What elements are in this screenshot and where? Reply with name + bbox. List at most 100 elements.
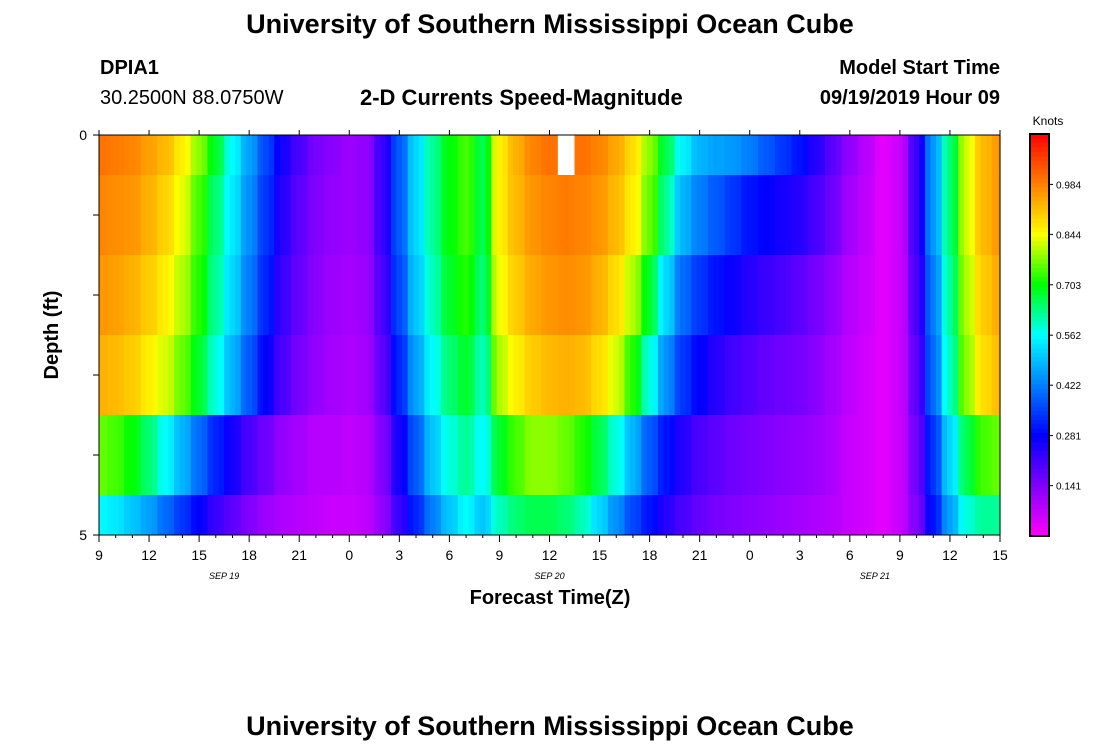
heatmap-cell — [869, 175, 876, 256]
colorbar-segment — [1030, 236, 1049, 242]
colorbar-segment — [1030, 272, 1049, 278]
x-tick-label: 12 — [141, 547, 157, 563]
heatmap-cell — [847, 135, 854, 176]
heatmap-cell — [530, 335, 537, 416]
heatmap-cell — [947, 135, 954, 176]
heatmap-cell — [107, 255, 114, 336]
heatmap-cell — [624, 415, 631, 496]
heatmap-cell — [285, 415, 292, 496]
heatmap-cell — [429, 495, 437, 536]
heatmap-cell — [201, 415, 209, 496]
heatmap-cell — [324, 135, 331, 176]
heatmap-cell — [980, 495, 987, 536]
heatmap-cell — [852, 255, 859, 336]
heatmap-cell — [752, 175, 759, 256]
colorbar-segment — [1030, 343, 1049, 349]
heatmap-cell — [708, 175, 715, 256]
heatmap-cell — [285, 175, 292, 256]
heatmap-cell — [974, 415, 982, 496]
heatmap-cell — [702, 175, 709, 256]
heatmap-cell — [346, 135, 353, 176]
heatmap-cell — [413, 415, 420, 496]
heatmap-cell — [652, 255, 659, 336]
heatmap-cell — [307, 495, 314, 536]
heatmap-cell — [129, 175, 136, 256]
heatmap-cell — [201, 495, 209, 536]
heatmap-cell — [513, 175, 520, 256]
heatmap-cell — [463, 135, 470, 176]
heatmap-cell — [129, 255, 136, 336]
heatmap-cell — [947, 335, 954, 416]
y-axis-label: Depth (ft) — [41, 291, 63, 380]
colorbar-segment — [1030, 518, 1049, 524]
colorbar-segment — [1030, 393, 1049, 399]
colorbar-segment — [1030, 522, 1049, 528]
heatmap-cell — [596, 175, 603, 256]
heatmap-cell — [101, 255, 108, 336]
x-tick-label: 15 — [592, 547, 608, 563]
heatmap-cell — [174, 135, 181, 176]
heatmap-cell — [491, 495, 498, 536]
heatmap-cell — [797, 175, 804, 256]
colorbar-segment — [1030, 451, 1049, 457]
heatmap-cell — [190, 415, 197, 496]
heatmap-cell — [213, 335, 220, 416]
heatmap-cell — [986, 415, 993, 496]
heatmap-cell — [607, 135, 615, 176]
heatmap-cell — [580, 135, 587, 176]
heatmap-cell — [340, 135, 348, 176]
heatmap-cell — [229, 135, 236, 176]
heatmap-cell — [307, 335, 314, 416]
heatmap-cell — [930, 255, 937, 336]
colorbar-segment — [1030, 370, 1049, 376]
x-tick-label: 21 — [692, 547, 708, 563]
colorbar-segment — [1030, 428, 1049, 434]
heatmap-cell — [719, 255, 726, 336]
colorbar-segment — [1030, 232, 1049, 238]
heatmap-cell — [385, 255, 392, 336]
heatmap-cell — [207, 255, 214, 336]
heatmap-cell — [352, 335, 359, 416]
heatmap-cell — [313, 175, 320, 256]
heatmap-cell — [179, 495, 186, 536]
heatmap-cell — [891, 135, 898, 176]
heatmap-cell — [446, 415, 453, 496]
heatmap-cell — [936, 135, 943, 176]
heatmap-cell — [185, 415, 192, 496]
heatmap-cell — [858, 175, 865, 256]
heatmap-cell — [224, 135, 231, 176]
heatmap-cell — [418, 255, 425, 336]
heatmap-cell — [385, 175, 392, 256]
heatmap-cell — [897, 175, 904, 256]
heatmap-cell — [468, 175, 476, 256]
heatmap-cell — [624, 335, 631, 416]
heatmap-cell — [607, 175, 615, 256]
heatmap-cell — [346, 495, 353, 536]
heatmap-cell — [335, 415, 342, 496]
heatmap-cell — [797, 415, 804, 496]
heatmap-cell — [874, 415, 882, 496]
heatmap-cell — [802, 175, 809, 256]
heatmap-cell — [563, 495, 570, 536]
heatmap-cell — [702, 415, 709, 496]
colorbar-segment — [1030, 419, 1049, 425]
heatmap-cell — [802, 135, 809, 176]
heatmap-cell — [129, 135, 136, 176]
heatmap-cell — [385, 335, 392, 416]
heatmap-cell — [941, 335, 948, 416]
heatmap-cell — [680, 415, 687, 496]
colorbar-segment — [1030, 357, 1049, 363]
heatmap-cell — [908, 495, 915, 536]
heatmap-cell — [441, 415, 448, 496]
heatmap-cell — [240, 335, 247, 416]
heatmap-cell — [852, 495, 859, 536]
heatmap-cell — [368, 415, 375, 496]
colorbar-tick-label: 0.844 — [1056, 230, 1081, 241]
heatmap-cell — [101, 135, 108, 176]
x-tick-label: 9 — [95, 547, 103, 563]
heatmap-cell — [251, 255, 259, 336]
heatmap-cell — [602, 135, 609, 176]
heatmap-cell — [201, 255, 209, 336]
heatmap-cell — [112, 415, 120, 496]
